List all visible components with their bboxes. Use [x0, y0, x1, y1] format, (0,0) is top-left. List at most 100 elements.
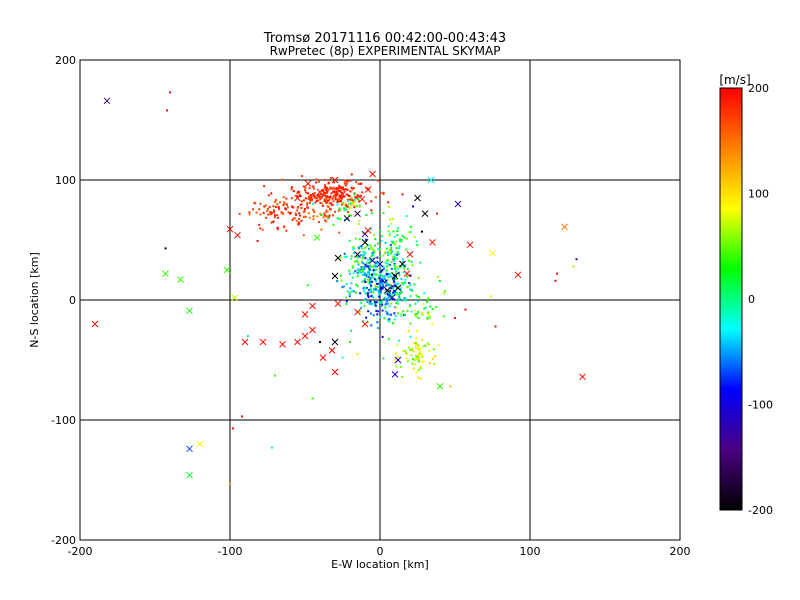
cluster-point	[325, 201, 328, 204]
cross-point	[103, 97, 111, 105]
cluster-point	[422, 360, 425, 363]
cluster-point	[395, 282, 398, 285]
cluster-point	[316, 215, 319, 218]
cluster-point	[356, 195, 359, 198]
cluster-point	[406, 286, 409, 289]
cluster-point	[338, 217, 341, 220]
cluster-point	[415, 337, 418, 340]
dot-point	[490, 295, 492, 298]
cluster-point	[369, 287, 372, 290]
cross-point	[331, 176, 339, 184]
cluster-point	[388, 234, 391, 237]
cluster-point	[348, 198, 351, 201]
cluster-point	[298, 217, 301, 220]
cluster-point	[340, 198, 343, 201]
cluster-point	[334, 198, 337, 201]
cluster-point	[327, 189, 330, 192]
cluster-point	[390, 267, 393, 270]
cluster-point	[378, 255, 381, 258]
cluster-point	[270, 211, 273, 214]
cluster-point	[339, 199, 342, 202]
cluster-point	[325, 190, 328, 193]
x-tick-label: 200	[670, 545, 691, 558]
cluster-point	[399, 265, 402, 268]
cross-point	[394, 284, 402, 292]
cross-point	[301, 332, 309, 340]
cross-point	[429, 239, 436, 246]
cluster-point	[376, 242, 379, 245]
cluster-point	[300, 206, 303, 209]
cross-point	[388, 294, 396, 301]
cluster-point	[442, 292, 445, 295]
cluster-point	[412, 350, 415, 353]
cluster-point	[433, 363, 436, 366]
cluster-point	[375, 268, 378, 271]
cluster-point	[394, 293, 397, 296]
cluster-point	[306, 203, 309, 206]
cluster-point	[431, 323, 434, 326]
cluster-point	[363, 268, 366, 271]
cluster-point	[312, 218, 315, 221]
cluster-point	[399, 240, 402, 243]
cluster-point	[341, 196, 344, 199]
cluster-point	[354, 237, 357, 240]
cluster-point	[252, 208, 255, 211]
cluster-point	[420, 356, 423, 359]
cluster-point	[397, 247, 400, 250]
cluster-point	[420, 352, 423, 355]
cluster-point	[336, 198, 339, 201]
dot-point	[449, 385, 452, 388]
cluster-point	[360, 265, 363, 268]
cross-point	[328, 347, 336, 354]
cluster-point	[366, 292, 369, 295]
cluster-point	[370, 200, 373, 203]
cluster-point	[390, 246, 393, 249]
cluster-point	[377, 327, 380, 330]
cluster-point	[307, 206, 310, 209]
cluster-point	[287, 211, 290, 214]
cluster-point	[427, 297, 430, 300]
cluster-point	[374, 301, 377, 304]
cluster-point	[377, 285, 380, 288]
dot-point	[169, 91, 171, 94]
cluster-point	[444, 289, 447, 292]
cluster-point	[354, 291, 357, 294]
cluster-point	[405, 248, 408, 251]
cluster-point	[405, 215, 408, 218]
cluster-point	[414, 363, 417, 366]
cluster-point	[415, 344, 418, 347]
cluster-point	[337, 209, 340, 212]
cluster-point	[285, 208, 288, 211]
cluster-point	[391, 250, 394, 253]
cluster-point	[424, 344, 427, 347]
x-tick-label: 100	[520, 545, 541, 558]
cluster-point	[323, 213, 326, 216]
cluster-point	[362, 319, 365, 322]
cluster-point	[360, 245, 363, 248]
cluster-point	[357, 270, 360, 273]
cluster-point	[408, 259, 411, 262]
cross-point	[403, 270, 411, 277]
cluster-point	[346, 180, 349, 183]
cluster-point	[322, 194, 325, 197]
cluster-point	[417, 347, 420, 350]
cluster-point	[332, 200, 335, 203]
cluster-point	[351, 266, 354, 269]
cluster-point	[352, 290, 355, 293]
cluster-point	[296, 206, 299, 209]
cluster-point	[382, 192, 385, 195]
cluster-point	[380, 286, 383, 289]
cluster-point	[339, 196, 342, 199]
cluster-point	[368, 267, 371, 270]
cluster-point	[290, 205, 293, 208]
cluster-point	[392, 255, 395, 258]
cluster-point	[399, 297, 402, 300]
cluster-point	[372, 289, 375, 292]
cross-point	[579, 373, 586, 381]
cluster-point	[395, 293, 398, 296]
cluster-point	[323, 200, 326, 203]
cross-point	[436, 383, 444, 390]
cluster-point	[416, 244, 419, 247]
cluster-point	[400, 240, 403, 243]
colorbar-gradient	[719, 87, 743, 511]
